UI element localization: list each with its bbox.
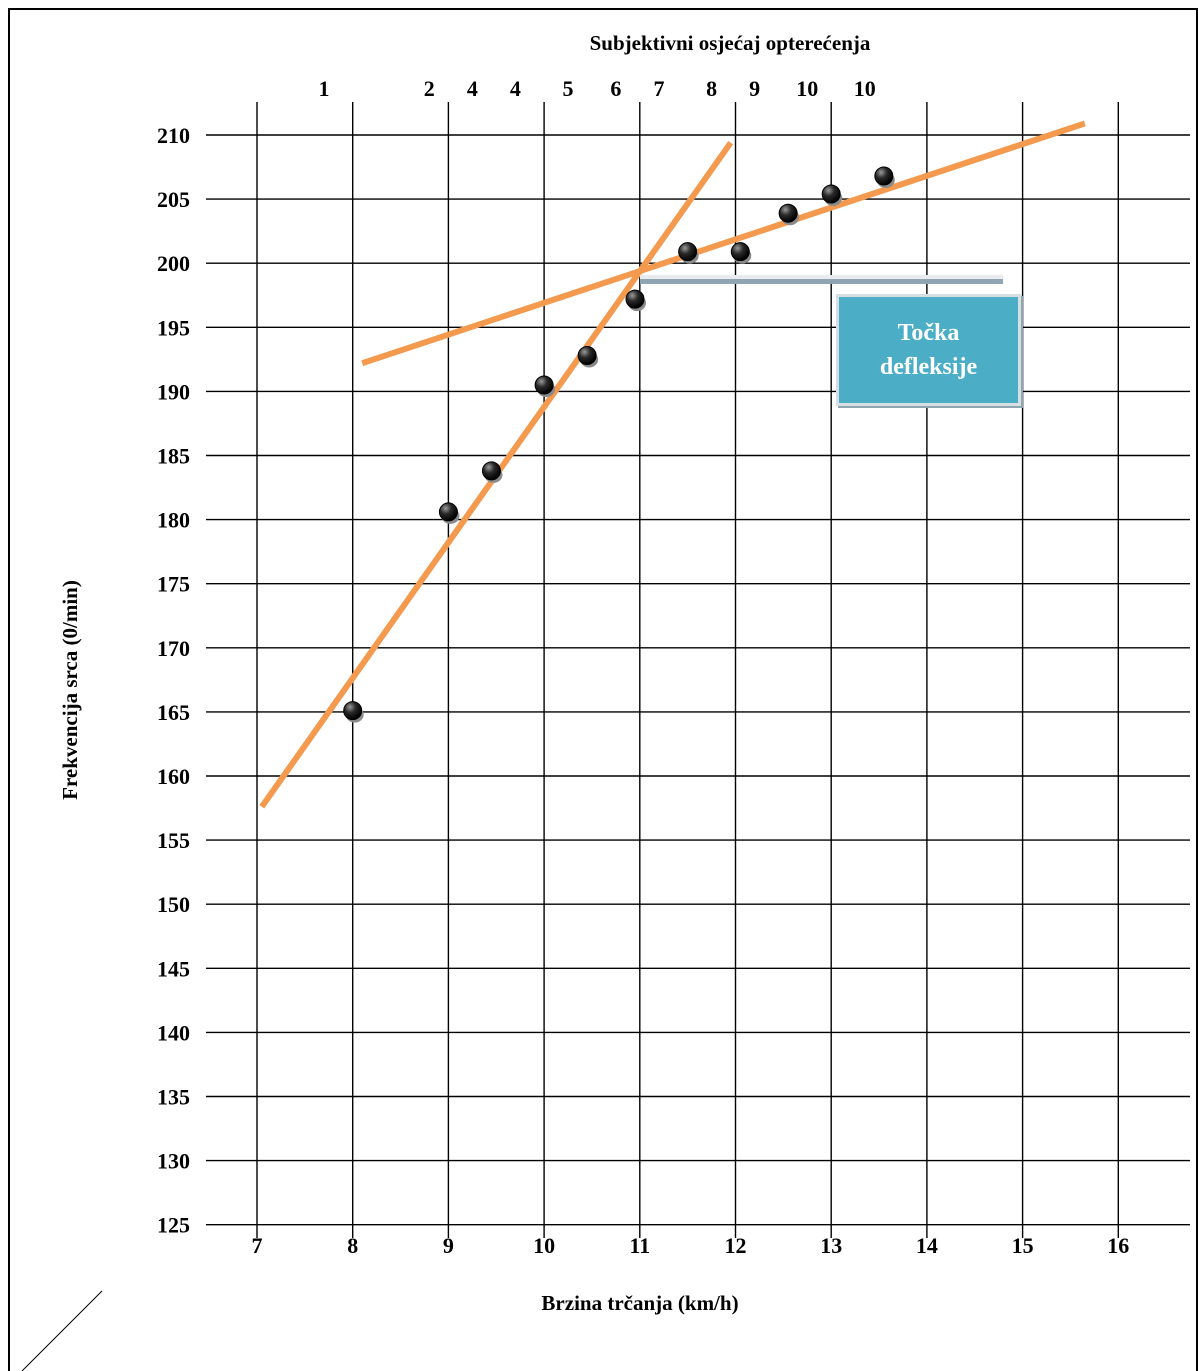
y-tick-label: 145 [157,956,190,981]
rpe-label: 5 [563,76,574,101]
x-tick-label: 11 [629,1233,650,1258]
data-point [678,242,699,264]
rpe-label: 7 [653,76,664,101]
y-tick-label: 135 [157,1085,190,1110]
grid [206,102,1190,1238]
data-point [438,502,460,524]
rpe-label: 4 [467,76,478,101]
x-tick-label: 9 [443,1233,454,1258]
rpe-scale-labels: 1 2 4 4 5 6 7 8 9 10 10 [318,76,875,101]
data-point [625,289,647,312]
callout-connector [640,275,1003,284]
data-points [343,166,895,723]
callout-label: Točka defleksije [880,316,977,384]
callout-line2: defleksije [879,354,978,380]
x-tick-label: 12 [725,1233,747,1258]
rpe-label: 10 [854,76,876,101]
x-tick-label: 15 [1012,1233,1034,1258]
corner-diagonal [21,1290,103,1371]
y-tick-label: 195 [157,315,190,340]
data-point [343,701,364,723]
rpe-label: 8 [706,76,717,101]
data-point [874,166,895,189]
chart-frame [8,8,1198,1371]
x-tick-labels: 7 8 9 10 11 12 13 14 15 16 [252,1233,1130,1258]
y-tick-label: 155 [157,828,190,853]
data-point [534,375,556,397]
data-point [778,203,800,226]
data-point [730,242,752,264]
y-tick-label: 140 [157,1020,190,1045]
fit-lines [259,120,1086,809]
callout-line1: Točka [897,320,960,346]
y-tick-label: 180 [157,508,190,533]
y-tick-label: 150 [157,892,190,917]
x-axis-label: Brzina trčanja (km/h) [541,1291,738,1315]
rpe-label: 2 [424,76,435,101]
y-tick-label: 210 [157,123,190,148]
rpe-label: 9 [749,76,760,101]
rpe-label: 1 [318,76,329,101]
x-tick-label: 13 [820,1233,842,1258]
deflection-point-callout: Točka defleksije [836,294,1021,406]
chart-title: Subjektivni osjećaj opterećenja [590,31,871,55]
rpe-label: 10 [796,76,818,101]
y-tick-label: 205 [157,187,190,212]
x-tick-label: 16 [1107,1233,1129,1258]
data-point [481,461,503,483]
rpe-label: 6 [610,76,621,101]
y-tick-labels: 210 205 200 195 190 185 180 175 170 165 160 155 150 1… [157,123,190,1238]
y-tick-label: 200 [157,251,190,276]
y-tick-label: 190 [157,379,190,404]
fit-line-2 [361,120,1086,367]
y-tick-label: 170 [157,636,190,661]
data-point [577,346,599,368]
y-tick-label: 185 [157,444,190,469]
y-tick-label: 160 [157,764,190,789]
rpe-label: 4 [510,76,521,101]
y-tick-label: 125 [157,1213,190,1238]
x-tick-label: 10 [533,1233,555,1258]
y-tick-label: 175 [157,572,190,597]
x-tick-label: 8 [347,1233,358,1258]
y-tick-label: 130 [157,1149,190,1174]
y-axis-label: Frekvencija srca (0/min) [58,580,82,800]
x-tick-label: 7 [252,1233,263,1258]
y-tick-label: 165 [157,700,190,725]
data-point [821,184,843,206]
x-tick-label: 14 [916,1233,938,1258]
